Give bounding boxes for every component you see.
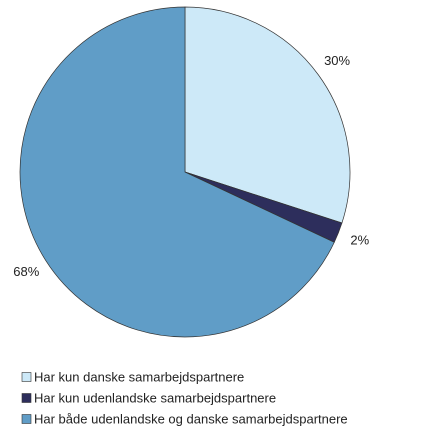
legend-label: Har kun danske samarbejdspartnere bbox=[34, 369, 244, 384]
legend-label: Har kun udenlandske samarbejdspartnere bbox=[34, 390, 276, 405]
legend-label: Har både udenlandske og danske samarbejd… bbox=[34, 411, 348, 426]
legend-swatch bbox=[21, 393, 32, 403]
data-label: 2% bbox=[350, 233, 369, 248]
legend-swatch bbox=[21, 372, 32, 382]
pie-slice bbox=[184, 6, 351, 224]
data-label: 68% bbox=[13, 264, 39, 279]
data-label: 30% bbox=[324, 53, 350, 68]
legend-swatch bbox=[21, 414, 32, 424]
pie-slice bbox=[19, 6, 335, 338]
